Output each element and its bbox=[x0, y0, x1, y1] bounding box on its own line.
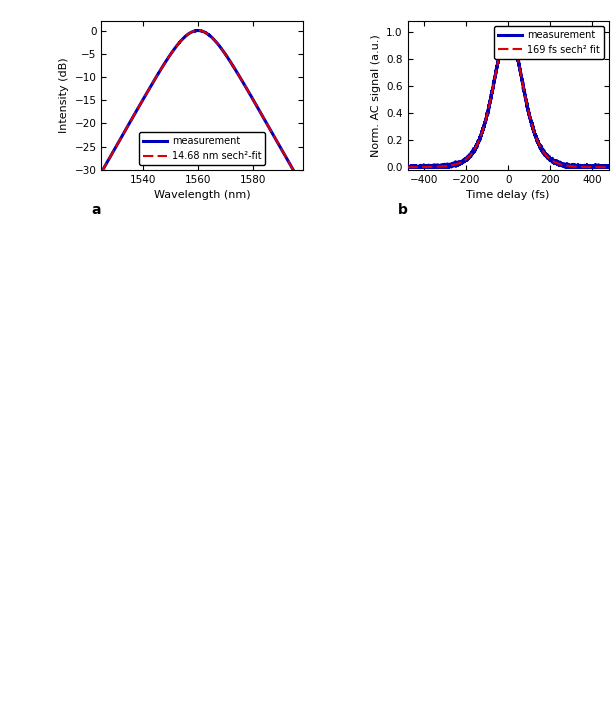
169 fs sech² fit bbox=[504, 28, 512, 36]
14.68 nm sech²-fit bbox=[121, 127, 128, 136]
Line: measurement: measurement bbox=[408, 30, 609, 167]
measurement bbox=[184, 30, 191, 39]
measurement bbox=[427, 163, 434, 171]
169 fs sech² fit bbox=[490, 81, 497, 89]
169 fs sech² fit bbox=[605, 163, 613, 171]
measurement bbox=[605, 163, 613, 171]
169 fs sech² fit bbox=[427, 163, 434, 171]
169 fs sech² fit bbox=[404, 163, 411, 171]
14.68 nm sech²-fit bbox=[184, 30, 191, 39]
14.68 nm sech²-fit bbox=[295, 176, 303, 184]
measurement bbox=[579, 162, 587, 171]
Line: 14.68 nm sech²-fit: 14.68 nm sech²-fit bbox=[101, 30, 303, 187]
14.68 nm sech²-fit bbox=[175, 39, 183, 47]
Line: 169 fs sech² fit: 169 fs sech² fit bbox=[408, 32, 609, 167]
measurement bbox=[274, 137, 281, 146]
measurement bbox=[299, 183, 306, 191]
14.68 nm sech²-fit bbox=[194, 26, 202, 35]
169 fs sech² fit bbox=[601, 163, 609, 171]
measurement bbox=[438, 162, 446, 171]
measurement bbox=[194, 26, 202, 35]
measurement bbox=[490, 79, 497, 87]
measurement bbox=[295, 176, 303, 184]
14.68 nm sech²-fit bbox=[274, 137, 281, 146]
measurement bbox=[404, 163, 411, 171]
measurement bbox=[601, 162, 609, 171]
Legend: measurement, 14.68 nm sech²-fit: measurement, 14.68 nm sech²-fit bbox=[139, 132, 266, 165]
Y-axis label: Norm. AC signal (a.u.): Norm. AC signal (a.u.) bbox=[371, 34, 381, 157]
measurement bbox=[121, 127, 128, 136]
Line: measurement: measurement bbox=[101, 30, 303, 187]
measurement bbox=[98, 168, 105, 176]
169 fs sech² fit bbox=[481, 120, 488, 128]
14.68 nm sech²-fit bbox=[98, 168, 105, 176]
measurement bbox=[133, 107, 140, 115]
X-axis label: Time delay (fs): Time delay (fs) bbox=[467, 190, 550, 200]
measurement bbox=[175, 39, 183, 47]
Y-axis label: Intensity (dB): Intensity (dB) bbox=[59, 58, 69, 133]
Legend: measurement, 169 fs sech² fit: measurement, 169 fs sech² fit bbox=[494, 26, 604, 59]
measurement bbox=[481, 120, 488, 128]
169 fs sech² fit bbox=[579, 163, 587, 171]
169 fs sech² fit bbox=[438, 162, 446, 171]
X-axis label: Wavelength (nm): Wavelength (nm) bbox=[154, 190, 250, 200]
14.68 nm sech²-fit bbox=[299, 183, 306, 191]
Text: b: b bbox=[397, 202, 407, 217]
14.68 nm sech²-fit bbox=[133, 107, 140, 115]
measurement bbox=[504, 26, 512, 35]
Text: a: a bbox=[92, 202, 101, 217]
